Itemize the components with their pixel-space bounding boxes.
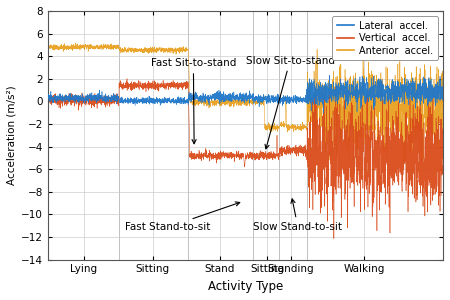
Text: Fast Sit-to-stand: Fast Sit-to-stand (151, 58, 236, 144)
Text: Slow Stand-to-sit: Slow Stand-to-sit (253, 199, 342, 232)
Text: Fast Stand-to-sit: Fast Stand-to-sit (125, 202, 240, 232)
Y-axis label: Acceleration (m/s²): Acceleration (m/s²) (7, 85, 17, 185)
Text: Slow Sit-to-stand: Slow Sit-to-stand (246, 56, 334, 149)
X-axis label: Activity Type: Activity Type (208, 280, 283, 293)
Legend: Lateral  accel., Vertical  accel., Anterior  accel.: Lateral accel., Vertical accel., Anterio… (332, 16, 438, 60)
